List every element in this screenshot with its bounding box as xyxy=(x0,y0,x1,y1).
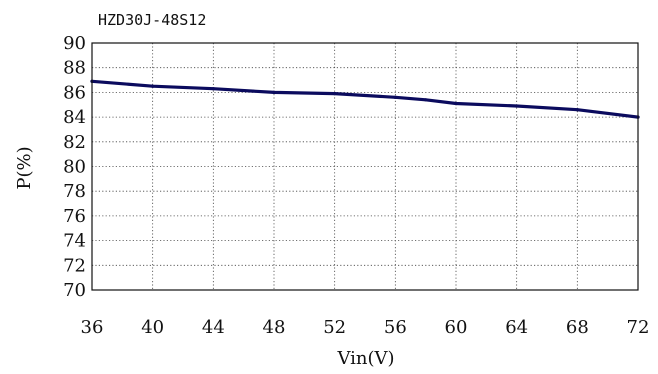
y-tick-label: 80 xyxy=(63,157,86,178)
series-point xyxy=(424,98,428,102)
x-tick-label: 40 xyxy=(141,317,164,338)
y-tick-label: 72 xyxy=(63,255,86,276)
x-tick-label: 52 xyxy=(323,317,346,338)
y-axis-label: P(%) xyxy=(14,146,35,189)
x-tick-labels: 36 40 44 48 52 56 60 64 68 72 xyxy=(81,317,650,338)
series-point xyxy=(333,92,337,96)
x-tick-label: 48 xyxy=(263,317,286,338)
series-layer xyxy=(90,79,640,119)
y-tick-label: 90 xyxy=(63,33,86,54)
series-point xyxy=(575,108,579,112)
series-point xyxy=(393,95,397,99)
series-point xyxy=(272,90,276,94)
y-tick-label: 88 xyxy=(63,58,86,79)
grid-layer xyxy=(92,43,638,290)
series-point xyxy=(515,104,519,108)
x-tick-label: 44 xyxy=(202,317,225,338)
series-point xyxy=(211,87,215,91)
series-point xyxy=(454,101,458,106)
series-point xyxy=(151,84,155,88)
x-tick-label: 36 xyxy=(81,317,104,338)
y-tick-labels: 70 72 74 76 78 80 82 84 86 88 90 xyxy=(63,33,86,301)
y-tick-label: 74 xyxy=(63,231,86,252)
plot-frame xyxy=(91,42,639,291)
y-tick-label: 70 xyxy=(63,280,86,301)
x-tick-label: 72 xyxy=(627,317,650,338)
x-axis-label: Vin(V) xyxy=(336,348,394,369)
x-tick-label: 56 xyxy=(384,317,407,338)
y-tick-label: 78 xyxy=(63,181,86,202)
y-tick-label: 76 xyxy=(63,206,86,227)
x-tick-label: 60 xyxy=(445,317,468,338)
y-tick-label: 84 xyxy=(63,107,86,128)
efficiency-series-line xyxy=(90,79,640,119)
y-tick-label: 86 xyxy=(63,82,86,103)
x-tick-label: 68 xyxy=(566,317,589,338)
chart-title: HZD30J-48S12 xyxy=(98,11,206,29)
y-tick-label: 82 xyxy=(63,132,86,153)
x-tick-label: 64 xyxy=(505,317,528,338)
